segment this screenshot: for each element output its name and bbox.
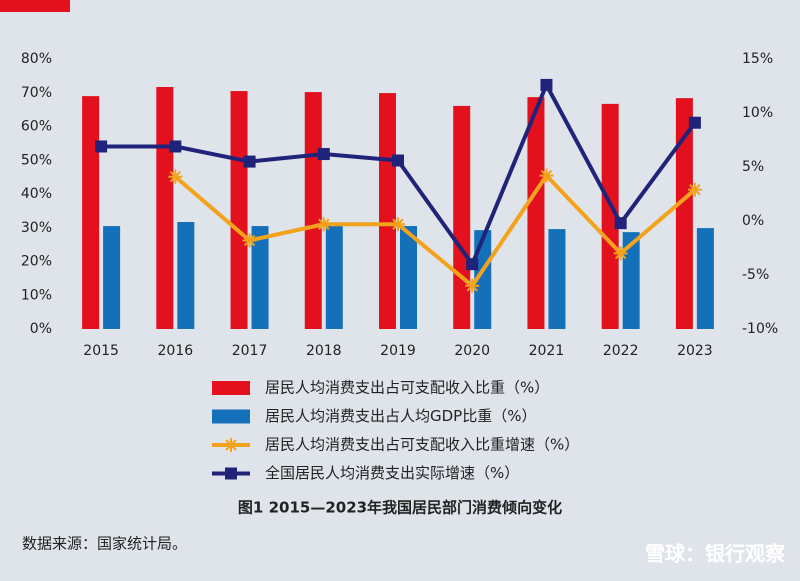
legend-swatch — [212, 381, 250, 395]
legend-swatch — [212, 409, 250, 424]
y-tick-label: 30% — [21, 220, 52, 236]
legend-label: 全国居民人均消费支出实际增速（%） — [265, 464, 519, 482]
bar — [82, 96, 100, 329]
y2-tick-label: -5% — [742, 267, 769, 283]
line-marker — [539, 168, 554, 183]
bar — [400, 226, 417, 329]
y-tick-label: 20% — [21, 254, 52, 270]
watermark: 雪球：银行观察 — [645, 542, 786, 566]
x-tick-label: 2018 — [306, 343, 342, 359]
line-marker — [242, 233, 257, 248]
line-marker — [688, 116, 701, 129]
y2-tick-label: -10% — [742, 321, 778, 337]
line-marker — [614, 217, 627, 230]
y-tick-label: 70% — [21, 85, 52, 101]
corner-decoration — [0, 0, 70, 12]
y2-tick-label: 15% — [742, 51, 773, 67]
bar — [325, 226, 343, 329]
line-marker — [391, 217, 405, 232]
y-tick-label: 60% — [21, 119, 52, 135]
bar — [379, 93, 396, 330]
x-tick-label: 2017 — [232, 343, 268, 359]
y-tick-label: 40% — [21, 186, 52, 202]
line-marker — [169, 140, 182, 153]
legend-label: 居民人均消费支出占可支配收入比重（%） — [265, 379, 549, 397]
bar — [251, 226, 269, 329]
bar — [177, 222, 195, 329]
y-tick-label: 50% — [21, 152, 52, 168]
y2-tick-label: 10% — [742, 105, 773, 121]
bar — [453, 105, 471, 329]
line-marker — [466, 258, 479, 271]
bar — [103, 226, 121, 329]
x-tick-label: 2023 — [677, 343, 713, 359]
x-tick-label: 2022 — [603, 343, 639, 359]
line-marker — [316, 217, 331, 232]
y2-tick-label: 0% — [742, 213, 764, 229]
y-tick-label: 0% — [30, 321, 52, 337]
legend-label: 居民人均消费支出占可支配收入比重增速（%） — [265, 436, 579, 454]
line-marker — [687, 182, 702, 197]
bar — [156, 87, 174, 329]
bar — [474, 230, 492, 329]
bar — [601, 103, 619, 329]
bar — [230, 91, 248, 329]
bar — [304, 92, 322, 329]
line-marker — [317, 148, 330, 161]
x-tick-label: 2016 — [158, 343, 194, 359]
bar — [622, 232, 640, 329]
line-marker — [243, 155, 256, 168]
line-marker — [168, 169, 183, 184]
y2-tick-label: 5% — [742, 159, 764, 175]
line-marker — [465, 278, 480, 293]
chart-title: 图1 2015—2023年我国居民部门消费倾向变化 — [238, 499, 562, 517]
y-tick-label: 10% — [21, 287, 52, 303]
bar — [696, 228, 714, 329]
x-tick-label: 2021 — [529, 343, 565, 359]
bar — [548, 229, 566, 329]
x-tick-label: 2020 — [454, 343, 490, 359]
line — [174, 173, 697, 288]
line-marker — [95, 140, 108, 153]
bar — [527, 97, 545, 329]
line-marker — [224, 438, 238, 452]
source-note: 数据来源：国家统计局。 — [22, 535, 187, 553]
x-tick-label: 2019 — [380, 343, 416, 359]
line-marker — [225, 467, 237, 480]
line-marker — [613, 246, 628, 261]
x-tick-label: 2015 — [83, 343, 119, 359]
legend-label: 居民人均消费支出占人均GDP比重（%） — [265, 407, 536, 425]
line-marker — [392, 154, 404, 167]
line-marker — [540, 78, 553, 91]
y-tick-label: 80% — [21, 51, 52, 67]
bar — [675, 98, 693, 330]
